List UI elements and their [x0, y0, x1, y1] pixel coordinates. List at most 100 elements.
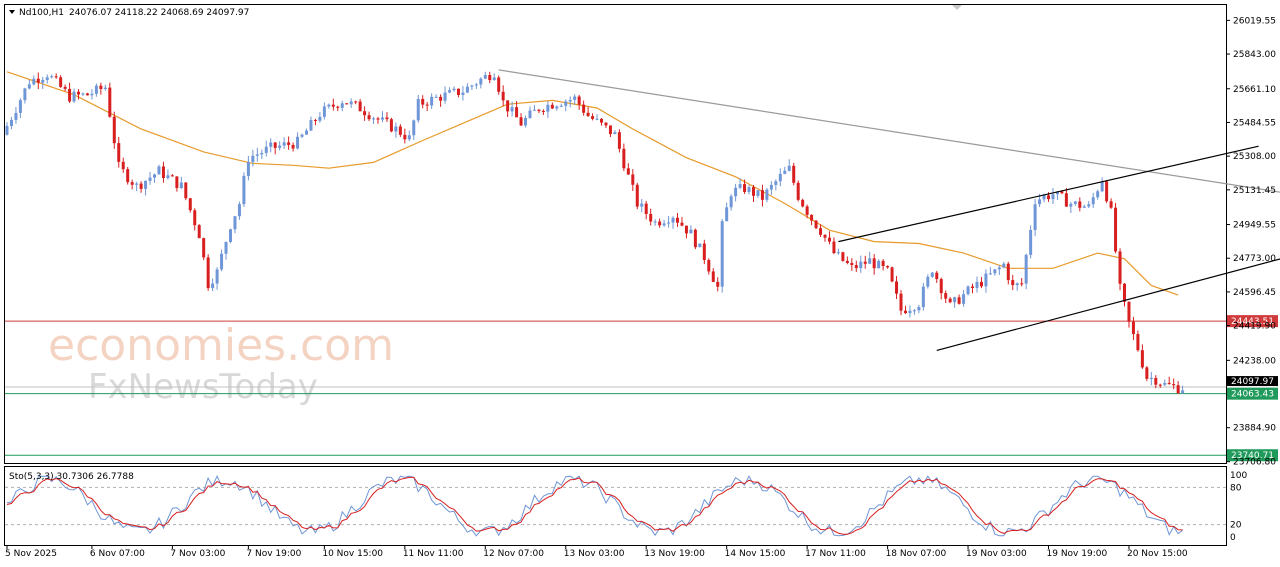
time-tick-label: 18 Nov 07:00 [886, 549, 947, 559]
bear-candle [1047, 195, 1051, 200]
bull-candle [1055, 191, 1059, 195]
bear-candle [711, 271, 715, 282]
bull-candle [524, 118, 528, 126]
bear-candle [586, 112, 590, 117]
current-price-tag-label: 24097.97 [1231, 377, 1274, 387]
bear-candle [363, 111, 367, 116]
bull-candle [1002, 263, 1006, 268]
bear-candle [197, 225, 201, 239]
bull-candle [224, 241, 228, 254]
bull-candle [148, 177, 152, 181]
support-level-2-tag [1227, 449, 1278, 462]
bear-candle [684, 225, 688, 234]
channel-upper-line [838, 145, 1259, 243]
channel-lower-line [936, 258, 1280, 351]
descending-trendline [498, 69, 1280, 193]
bear-candle [126, 169, 130, 183]
bear-candle [376, 118, 380, 120]
bull-candle [318, 116, 322, 121]
price-tick-label: 25308.00 [1233, 152, 1276, 162]
bull-candle [448, 90, 452, 93]
time-tick-label: 13 Nov 03:00 [564, 549, 625, 559]
bear-candle [792, 165, 796, 183]
bull-candle [1038, 199, 1042, 205]
bear-candle [957, 297, 961, 304]
bull-candle [41, 79, 45, 83]
bear-candle [1127, 301, 1131, 322]
bull-candle [211, 283, 215, 289]
dropdown-triangle-icon[interactable] [9, 10, 15, 14]
bear-candle [161, 166, 165, 179]
bull-candle [322, 106, 326, 117]
bear-candle [854, 265, 858, 269]
price-tick-label: 24773.00 [1233, 254, 1276, 264]
bull-candle [144, 180, 148, 189]
bull-candle [1042, 195, 1046, 200]
bear-candle [273, 142, 277, 148]
time-tick-label: 19 Nov 03:00 [966, 549, 1027, 559]
bull-candle [157, 166, 161, 175]
bear-candle [541, 110, 545, 112]
bear-candle [354, 101, 358, 103]
stochastic-main-line [6, 475, 1183, 537]
bull-candle [260, 152, 264, 155]
bear-candle [139, 183, 143, 189]
bull-candle [912, 310, 916, 312]
bear-candle [287, 142, 291, 145]
bull-candle [1029, 230, 1033, 255]
bull-candle [774, 181, 778, 185]
bear-candle [796, 182, 800, 200]
bear-candle [389, 119, 393, 132]
bear-candle [760, 190, 764, 200]
bull-candle [23, 88, 27, 101]
bull-candle [765, 189, 769, 200]
shift-marker-icon [952, 5, 962, 10]
bull-candle [1100, 181, 1104, 192]
bear-candle [1145, 367, 1149, 379]
bull-candle [1149, 377, 1153, 379]
bull-candle [27, 84, 31, 89]
time-tick-label: 12 Nov 07:00 [483, 549, 544, 559]
stochastic-tick-label: 20 [1230, 521, 1242, 531]
bear-candle [1123, 283, 1126, 302]
bull-candle [836, 252, 840, 254]
bear-candle [537, 109, 541, 111]
bull-candle [555, 106, 559, 109]
bull-candle [778, 173, 782, 182]
bear-candle [130, 182, 134, 185]
bull-candle [573, 96, 577, 100]
bull-candle [412, 120, 416, 136]
bear-candle [707, 260, 711, 272]
bull-candle [380, 117, 384, 120]
watermark-economies: economies.com [48, 320, 394, 371]
bull-candle [264, 146, 268, 153]
bear-candle [944, 293, 948, 299]
bull-candle [452, 88, 456, 91]
stochastic-label: Sto(5,3,3) 30.7306 26.7788 [9, 472, 134, 482]
bear-candle [617, 132, 621, 149]
bull-candle [103, 87, 107, 90]
bull-candle [859, 261, 863, 269]
price-tick-label: 24596.45 [1233, 288, 1276, 298]
bear-candle [582, 104, 586, 113]
bull-candle [215, 269, 219, 284]
time-tick-label: 13 Nov 19:00 [644, 549, 705, 559]
bear-candle [814, 220, 818, 229]
bull-candle [9, 119, 13, 126]
bull-candle [613, 132, 617, 135]
price-tick-label: 25484.55 [1233, 118, 1276, 128]
price-tick-label: 24949.55 [1233, 221, 1276, 231]
bull-candle [394, 126, 398, 132]
time-tick-label: 7 Nov 19:00 [246, 549, 301, 559]
bear-candle [358, 101, 362, 112]
bear-candle [1020, 283, 1024, 285]
bear-candle [506, 100, 510, 112]
bear-candle [550, 104, 554, 109]
bear-candle [845, 260, 849, 263]
bull-candle [988, 273, 992, 275]
bear-candle [206, 257, 210, 289]
bear-candle [577, 96, 581, 105]
price-tick-label: 25131.45 [1233, 186, 1276, 196]
bull-candle [1033, 204, 1037, 231]
